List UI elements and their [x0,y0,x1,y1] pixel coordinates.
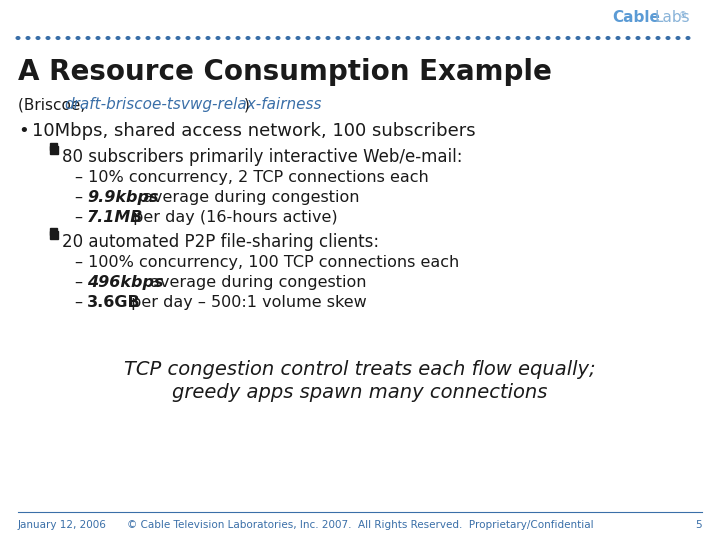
Text: 80 subscribers primarily interactive Web/e-mail:: 80 subscribers primarily interactive Web… [62,148,462,166]
Text: 3.6GB: 3.6GB [87,295,140,310]
Text: –: – [75,275,88,290]
Text: –: – [75,190,88,205]
Text: •: • [18,122,29,140]
Text: – 10% concurrency, 2 TCP connections each: – 10% concurrency, 2 TCP connections eac… [75,170,428,185]
Text: © Cable Television Laboratories, Inc. 2007.  All Rights Reserved.  Proprietary/C: © Cable Television Laboratories, Inc. 20… [127,520,593,530]
Bar [50,143,57,150]
Text: per day (16-hours active): per day (16-hours active) [128,210,338,225]
Text: Cable: Cable [612,10,660,25]
Text: January 12, 2006: January 12, 2006 [18,520,107,530]
Text: 496kbps: 496kbps [87,275,163,290]
Text: 7.1MB: 7.1MB [87,210,143,225]
Text: – 100% concurrency, 100 TCP connections each: – 100% concurrency, 100 TCP connections … [75,255,459,270]
Bar [50,228,57,235]
Text: average during congestion: average during congestion [145,275,366,290]
Text: A Resource Consumption Example: A Resource Consumption Example [18,58,552,86]
Text: Labs: Labs [655,10,690,25]
Text: ): ) [244,97,250,112]
Text: –: – [75,210,88,225]
Text: 9.9kbps: 9.9kbps [87,190,158,205]
Text: draft-briscoe-tsvwg-relax-fairness: draft-briscoe-tsvwg-relax-fairness [64,97,322,112]
Text: per day – 500:1 volume skew: per day – 500:1 volume skew [126,295,366,310]
Text: (Briscoe,: (Briscoe, [18,97,90,112]
Text: 20 automated P2P file-sharing clients:: 20 automated P2P file-sharing clients: [62,233,379,251]
Text: ®: ® [679,11,688,20]
Text: 10Mbps, shared access network, 100 subscribers: 10Mbps, shared access network, 100 subsc… [32,122,476,140]
Text: average during congestion: average during congestion [138,190,359,205]
Text: greedy apps spawn many connections: greedy apps spawn many connections [172,383,548,402]
Text: TCP congestion control treats each flow equally;: TCP congestion control treats each flow … [124,360,596,379]
Text: –: – [75,295,88,310]
Text: 5: 5 [696,520,702,530]
